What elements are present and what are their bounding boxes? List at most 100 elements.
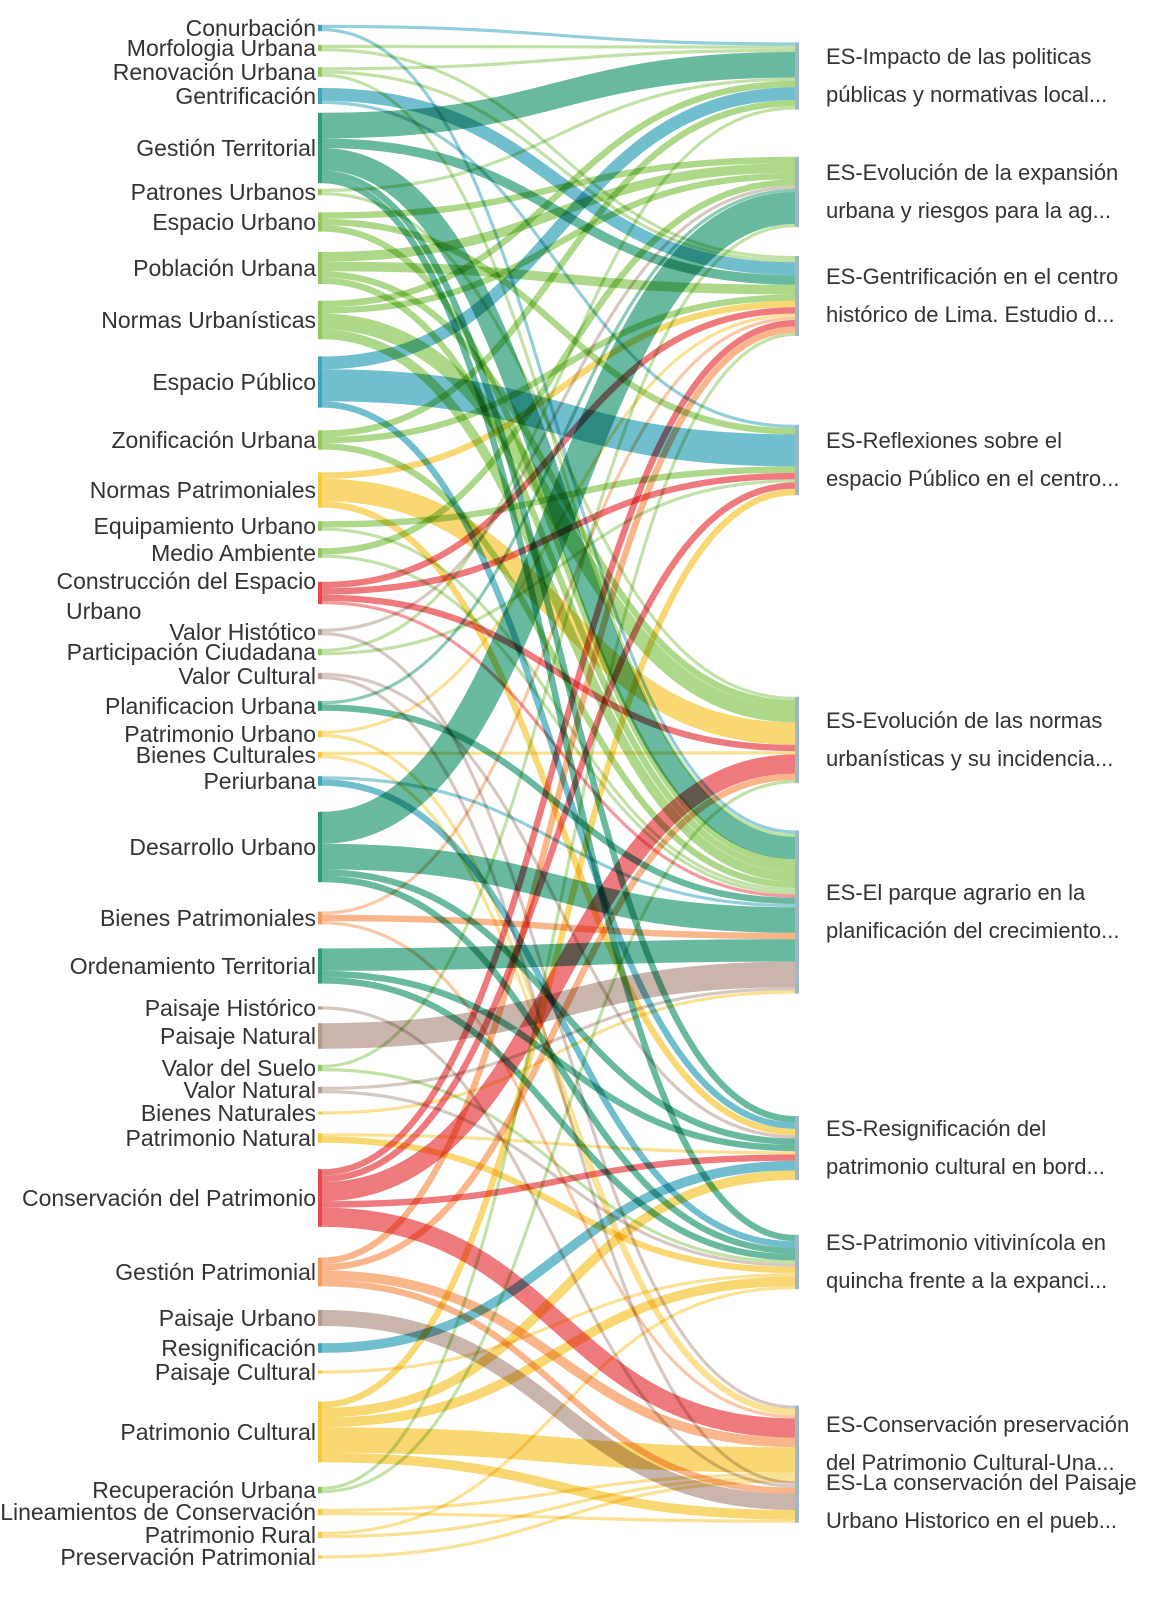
source-node-gestion_territorial[interactable] (318, 112, 322, 184)
source-node-morfologia[interactable] (318, 44, 322, 52)
link-espacio_publico-t7[interactable] (321, 401, 796, 1129)
source-node-bienes_culturales[interactable] (318, 751, 322, 759)
link-paisaje_natural-t6[interactable] (321, 961, 796, 1049)
source-node-ordenamiento[interactable] (318, 948, 322, 984)
source-node-poblacion[interactable] (318, 252, 322, 284)
link-medio_ambiente-t2[interactable] (321, 179, 796, 555)
target-node-t2[interactable] (795, 156, 799, 228)
source-node-preservacion[interactable] (318, 1555, 322, 1559)
source-node-lineamientos[interactable] (318, 1508, 322, 1516)
source-node-equipamiento[interactable] (318, 521, 322, 531)
link-conservacion-t5[interactable] (321, 754, 796, 1202)
link-normas_urb-t2[interactable] (321, 172, 796, 314)
link-recuperacion-t3[interactable] (321, 332, 796, 1490)
link-equipamiento-t6[interactable] (321, 527, 796, 892)
target-node-t6[interactable] (795, 830, 799, 994)
link-resignificacion-t7[interactable] (321, 1160, 796, 1353)
link-morfologia-t1[interactable] (321, 44, 796, 49)
link-normas_urb-t1[interactable] (321, 80, 796, 308)
link-patrimonio_cultural-t7[interactable] (321, 1170, 796, 1418)
target-node-t1[interactable] (795, 42, 799, 110)
source-node-paisaje_natural[interactable] (318, 1023, 322, 1049)
source-node-normas_urb[interactable] (318, 300, 322, 340)
link-patrimonio_natural-t7[interactable] (321, 1133, 796, 1155)
link-planificacion-t2[interactable] (321, 188, 796, 705)
source-node-patrones[interactable] (318, 188, 322, 196)
link-paisaje_cultural-t8[interactable] (321, 1273, 796, 1374)
link-normas_pat-t3[interactable] (321, 300, 796, 479)
link-ordenamiento-t8[interactable] (321, 977, 796, 1261)
link-medio_ambiente-t6[interactable] (321, 554, 796, 895)
source-node-paisaje_historico[interactable] (318, 1006, 322, 1010)
source-node-valor_historico[interactable] (318, 628, 322, 636)
source-node-periurbana[interactable] (318, 776, 322, 786)
source-node-espacio_publico[interactable] (318, 356, 322, 408)
link-recuperacion-t5[interactable] (321, 780, 796, 1494)
link-patrones-t1[interactable] (321, 77, 796, 192)
target-node-t4[interactable] (795, 424, 799, 496)
link-participacion-t1[interactable] (321, 106, 796, 652)
link-patrimonio_cultural-t9[interactable] (321, 1427, 796, 1473)
link-espacio_urbano-t2[interactable] (321, 156, 796, 219)
link-bienes_pat-t3[interactable] (321, 316, 796, 915)
link-espacio_publico-t4[interactable] (321, 369, 796, 467)
source-node-valor_suelo[interactable] (318, 1064, 322, 1072)
link-renovacion-t1[interactable] (321, 48, 796, 71)
link-gestion_pat-t5[interactable] (321, 773, 796, 1271)
link-espacio_urbano-t4[interactable] (321, 218, 796, 435)
link-patrimonio_rural-t8[interactable] (321, 1286, 796, 1535)
link-desarrollo-t6[interactable] (321, 843, 796, 933)
source-node-zonificacion[interactable] (318, 430, 322, 450)
target-node-t7[interactable] (795, 1116, 799, 1180)
link-zonificacion-t1[interactable] (321, 100, 796, 437)
link-desarrollo-t2[interactable] (321, 192, 796, 844)
link-valor_suelo-t8[interactable] (321, 1068, 796, 1264)
source-node-bienes_naturales[interactable] (318, 1111, 322, 1115)
link-valor_suelo-t2[interactable] (321, 224, 796, 1068)
target-node-t3[interactable] (795, 256, 799, 336)
source-node-bienes_pat[interactable] (318, 911, 322, 925)
link-conservacion-t4[interactable] (321, 482, 796, 1182)
link-bienes_naturales-t6[interactable] (321, 990, 796, 1115)
source-node-medio_ambiente[interactable] (318, 548, 322, 558)
link-participacion-t4[interactable] (321, 479, 796, 656)
link-patrimonio_natural-t8[interactable] (321, 1136, 796, 1274)
source-node-conservacion[interactable] (318, 1169, 322, 1227)
source-node-participacion[interactable] (318, 648, 322, 656)
source-node-paisaje_urbano[interactable] (318, 1310, 322, 1326)
source-node-gentrificacion[interactable] (318, 88, 322, 104)
source-node-normas_pat[interactable] (318, 472, 322, 508)
source-node-patrimonio_urbano[interactable] (318, 730, 322, 738)
source-node-construccion[interactable] (318, 581, 322, 605)
link-bienes_pat-t6[interactable] (321, 914, 796, 940)
target-node-t10[interactable] (795, 1481, 799, 1523)
link-valor_natural-t6[interactable] (321, 987, 796, 1090)
source-node-recuperacion[interactable] (318, 1486, 322, 1494)
source-node-espacio_urbano[interactable] (318, 212, 322, 232)
source-node-paisaje_cultural[interactable] (318, 1370, 322, 1374)
source-node-patrimonio_rural[interactable] (318, 1531, 322, 1539)
source-node-resignificacion[interactable] (318, 1343, 322, 1353)
link-valor_historico-t2[interactable] (321, 185, 796, 632)
source-node-gestion_pat[interactable] (318, 1257, 322, 1287)
target-node-t9[interactable] (795, 1405, 799, 1483)
link-patrimonio_rural-t9[interactable] (321, 1476, 796, 1539)
link-patrimonio_cultural-t8[interactable] (321, 1276, 796, 1428)
target-node-t8[interactable] (795, 1234, 799, 1290)
source-node-patrimonio_cultural[interactable] (318, 1401, 322, 1463)
source-node-valor_cultural[interactable] (318, 672, 322, 680)
link-patrimonio_cultural-t10[interactable] (321, 1452, 796, 1520)
link-conservacion-t3[interactable] (321, 320, 796, 1176)
source-node-patrimonio_natural[interactable] (318, 1133, 322, 1143)
link-conurbacion-t1[interactable] (321, 24, 796, 46)
link-preservacion-t9[interactable] (321, 1479, 796, 1559)
link-lineamientos-t9[interactable] (321, 1472, 796, 1512)
link-zonificacion-t6[interactable] (321, 443, 796, 888)
link-poblacion-t6[interactable] (321, 277, 796, 872)
link-poblacion-t2[interactable] (321, 163, 796, 262)
link-gestion_pat-t3[interactable] (321, 326, 796, 1264)
source-node-renovacion[interactable] (318, 67, 322, 77)
source-node-valor_natural[interactable] (318, 1086, 322, 1094)
target-node-t5[interactable] (795, 696, 799, 784)
link-poblacion-t3[interactable] (321, 261, 796, 295)
